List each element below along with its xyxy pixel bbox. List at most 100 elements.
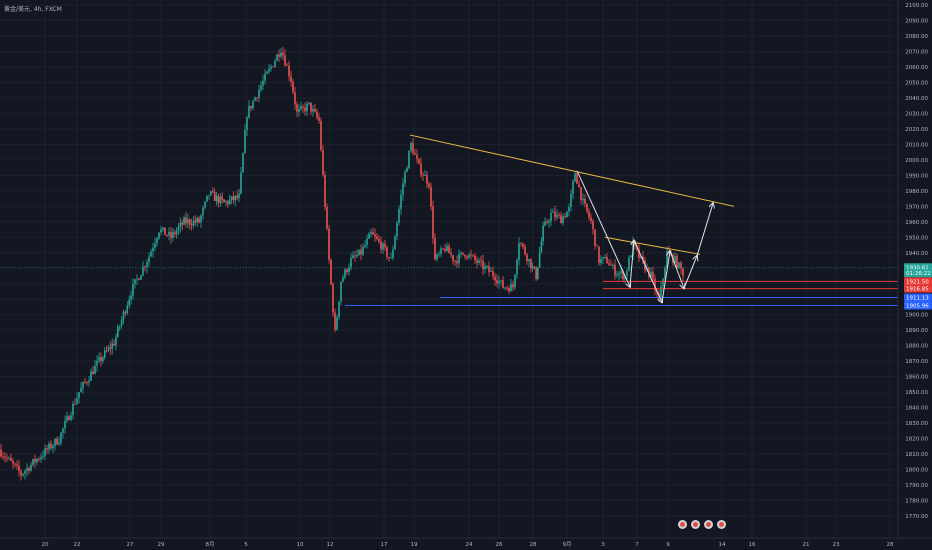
candle xyxy=(464,254,466,260)
candle xyxy=(272,66,274,68)
candle xyxy=(358,249,360,256)
candle-body xyxy=(103,350,106,358)
time-axis[interactable]: 20 22 27 29 8月 5 10 12 17 19 24 26 28 9月 3 7 9 14 16 21 23 28 xyxy=(0,537,932,550)
candle-body xyxy=(652,271,654,279)
candle xyxy=(34,454,36,469)
candle-body xyxy=(262,80,264,86)
candle-body xyxy=(236,195,238,198)
event-flag-icon[interactable] xyxy=(704,520,713,529)
candle xyxy=(610,259,612,266)
candle-body xyxy=(238,193,240,198)
candle xyxy=(140,274,142,281)
candle-body xyxy=(60,432,62,443)
candle-body xyxy=(622,271,624,280)
candle-body xyxy=(608,263,610,266)
candle-body xyxy=(564,216,566,218)
candle xyxy=(56,436,58,446)
candle-body xyxy=(187,219,189,224)
candle-body xyxy=(288,65,290,77)
candle-body xyxy=(146,262,148,268)
candle xyxy=(292,78,294,95)
candle-body xyxy=(318,117,320,121)
candle-body xyxy=(352,255,354,259)
time-tick-label: 26 xyxy=(496,542,503,548)
candle-body xyxy=(192,220,195,226)
event-flag-icon[interactable] xyxy=(691,520,700,529)
candle-body xyxy=(48,443,50,450)
candle-body xyxy=(520,243,522,245)
candle-body xyxy=(126,305,129,313)
candle xyxy=(422,171,424,182)
candle-body xyxy=(2,456,4,458)
candle-body xyxy=(604,257,606,258)
candle-body xyxy=(332,284,334,313)
candle-body xyxy=(90,371,92,381)
candle-body xyxy=(546,221,548,223)
candle xyxy=(654,274,656,296)
event-markers[interactable] xyxy=(678,520,726,529)
candle-body xyxy=(282,52,284,56)
candle-body xyxy=(6,457,8,459)
candle xyxy=(284,49,286,67)
candle-body xyxy=(52,445,54,449)
candle-body xyxy=(468,254,470,258)
candle-body xyxy=(96,360,98,366)
candle xyxy=(234,195,237,206)
candle xyxy=(586,203,588,214)
candle xyxy=(434,233,436,261)
candle-body xyxy=(674,255,676,264)
candle xyxy=(136,274,138,285)
price-tick-label: 1800.00 xyxy=(905,468,928,474)
event-flag-icon[interactable] xyxy=(717,520,726,529)
candle xyxy=(494,272,496,287)
candle xyxy=(134,279,136,289)
candle xyxy=(8,456,10,461)
candle-body xyxy=(30,464,32,471)
candle xyxy=(376,233,378,241)
candle-body xyxy=(213,192,216,201)
candle-body xyxy=(410,142,412,151)
candle xyxy=(296,101,298,118)
candle-body xyxy=(274,60,276,67)
candle xyxy=(215,191,218,206)
candle xyxy=(158,232,160,240)
candle-body xyxy=(230,196,233,200)
candle-body xyxy=(452,255,454,261)
candle-body xyxy=(456,261,458,264)
candle xyxy=(378,235,380,245)
candle xyxy=(52,443,54,454)
candle xyxy=(150,248,152,257)
event-flag-icon[interactable] xyxy=(678,520,687,529)
candle xyxy=(326,203,328,231)
candle-body xyxy=(302,106,304,108)
price-tick-label: 2080.00 xyxy=(905,34,928,40)
candle xyxy=(300,102,302,111)
candle xyxy=(190,218,193,231)
candle-body xyxy=(480,260,482,262)
price-tick-label: 2010.00 xyxy=(905,142,928,148)
time-tick-label: 16 xyxy=(749,542,756,548)
candle-body xyxy=(544,221,546,226)
candle-body xyxy=(360,249,362,255)
price-tick-label: 2000.00 xyxy=(905,158,928,164)
candle xyxy=(113,339,115,347)
candle-body xyxy=(478,260,480,263)
candle xyxy=(628,255,630,272)
price-tag-label: 1911.13 xyxy=(906,295,929,301)
candle xyxy=(330,258,332,286)
candle xyxy=(286,62,288,67)
trendline xyxy=(604,236,701,255)
candle xyxy=(472,254,474,258)
candle-body xyxy=(40,456,42,460)
candle xyxy=(558,212,560,219)
candle xyxy=(314,103,316,113)
candle-body xyxy=(266,71,268,74)
candle xyxy=(312,105,314,117)
candle-body xyxy=(162,227,164,230)
candle-body xyxy=(537,267,539,280)
candle xyxy=(270,64,272,72)
candle-body xyxy=(446,245,448,252)
candle xyxy=(124,309,127,317)
